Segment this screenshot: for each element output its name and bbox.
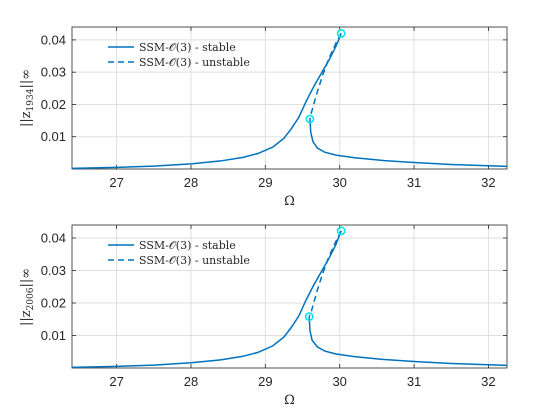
- y-tick-label: 0.03: [41, 65, 66, 80]
- subplot-1: 27 28 29 30 31 32 0.01 0.02 0.03 0.04 Ω ||z1934||∞ S…: [19, 26, 508, 209]
- y-axis-label-base: ||z: [19, 111, 34, 127]
- x-tick-label: 28: [184, 374, 198, 389]
- fold-point-marker: [304, 312, 314, 322]
- x-tick-label: 28: [184, 175, 198, 190]
- legend-label: SSM-𝒪(3) - stable: [139, 41, 236, 54]
- y-tick-label: 0.04: [41, 32, 66, 47]
- y-tick-label: 0.02: [41, 97, 66, 112]
- y-axis-label-subscript: 1934: [26, 88, 36, 111]
- y-tick-label: 0.04: [41, 231, 66, 246]
- legend: SSM-𝒪(3) - stable SSM-𝒪(3) - unstable: [108, 41, 250, 69]
- axes-box: [71, 224, 508, 369]
- y-axis-label-norm: ||∞: [19, 69, 34, 89]
- y-axis-label-base: ||z: [19, 310, 34, 326]
- subplot-2: 27 28 29 30 31 32 0.01 0.02 0.03 0.04 Ω ||z2006||∞ S…: [19, 224, 508, 408]
- y-axis-label: ||z1934||∞: [19, 69, 36, 127]
- series-line-stable: [72, 230, 342, 368]
- series-line-stable: [72, 33, 342, 169]
- y-tick-label: 0.03: [41, 263, 66, 278]
- y-tick-label: 0.02: [41, 296, 66, 311]
- y-axis-label: ||z2006||∞: [19, 268, 36, 326]
- axes-box: [71, 26, 508, 170]
- x-tick-label: 31: [407, 175, 421, 190]
- x-axis-label: Ω: [284, 393, 295, 408]
- x-tick-label: 30: [332, 175, 346, 190]
- x-tick-label: 29: [258, 175, 272, 190]
- series-line-unstable: [308, 230, 342, 317]
- fold-point-marker: [305, 114, 315, 124]
- fold-point-marker: [336, 29, 346, 38]
- series-line-unstable: [309, 33, 342, 120]
- y-tick-label: 0.01: [41, 129, 66, 144]
- x-tick-label: 32: [481, 175, 495, 190]
- x-tick-label: 32: [481, 374, 495, 389]
- series-line-stable: [309, 118, 507, 168]
- x-tick-label: 30: [332, 374, 346, 389]
- legend: SSM-𝒪(3) - stable SSM-𝒪(3) - unstable: [108, 239, 250, 267]
- legend-label: SSM-𝒪(3) - unstable: [139, 56, 250, 69]
- fold-point-marker: [336, 226, 346, 236]
- legend-label: SSM-𝒪(3) - stable: [139, 239, 236, 252]
- y-axis-label-subscript: 2006: [26, 287, 36, 310]
- y-tick-label: 0.01: [41, 328, 66, 343]
- x-axis-label: Ω: [284, 194, 295, 209]
- y-axis-label-norm: ||∞: [19, 268, 34, 288]
- legend-label: SSM-𝒪(3) - unstable: [139, 254, 250, 267]
- x-tick-label: 27: [109, 374, 123, 389]
- x-tick-label: 31: [407, 374, 421, 389]
- x-tick-label: 27: [109, 175, 123, 190]
- x-tick-label: 29: [258, 374, 272, 389]
- series-line-stable: [308, 316, 507, 367]
